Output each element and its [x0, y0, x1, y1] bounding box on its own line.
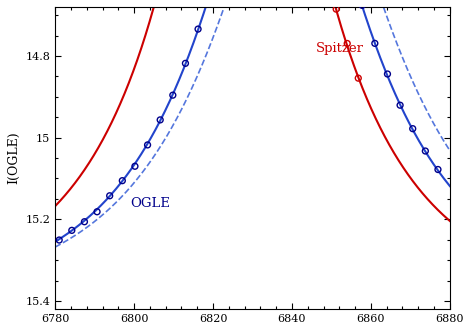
Point	[396, 103, 404, 108]
Point	[409, 126, 416, 131]
Point	[131, 164, 138, 169]
Point	[195, 26, 202, 32]
Point	[371, 41, 379, 46]
Point	[106, 193, 114, 198]
Y-axis label: I(OGLE): I(OGLE)	[7, 132, 20, 184]
Point	[422, 148, 429, 154]
Point	[358, 3, 366, 8]
Point	[169, 92, 177, 98]
Point	[156, 117, 164, 122]
Point	[144, 142, 151, 148]
Point	[68, 228, 75, 233]
Point	[355, 75, 362, 81]
Point	[56, 237, 63, 243]
Point	[81, 219, 88, 224]
Point	[182, 61, 189, 66]
Point	[434, 167, 442, 172]
Point	[93, 209, 101, 214]
Text: Spitzer: Spitzer	[316, 42, 364, 55]
Point	[119, 178, 126, 183]
Point	[384, 71, 391, 77]
Text: OGLE: OGLE	[130, 197, 170, 210]
Point	[333, 7, 340, 12]
Point	[343, 41, 351, 46]
